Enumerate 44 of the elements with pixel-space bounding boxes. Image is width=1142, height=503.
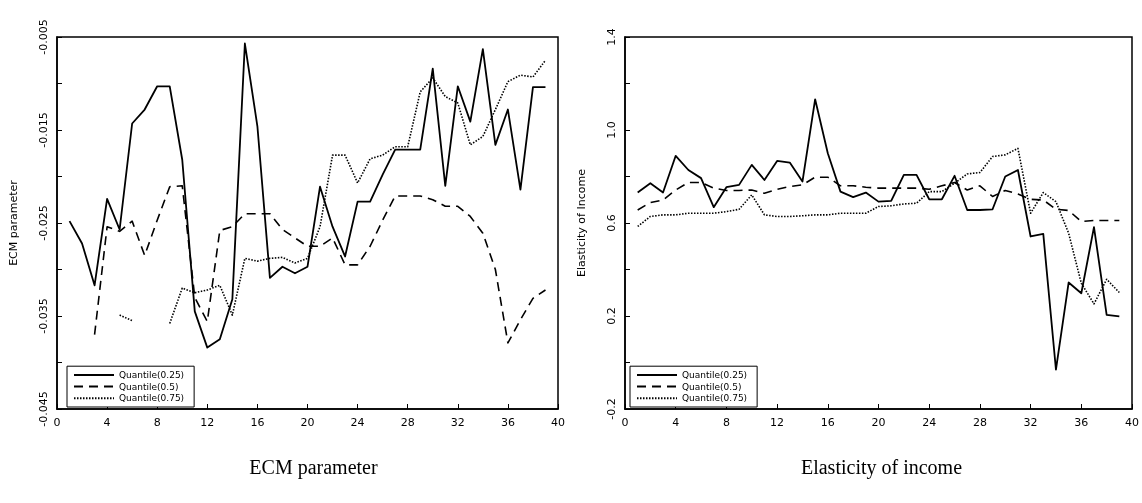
legend-label: Quantile(0.25) [119, 370, 185, 380]
text: ECM parameter [249, 456, 378, 479]
y-axis-title: ECM parameter [7, 179, 20, 266]
x-tick-label: 20 [871, 416, 886, 429]
x-tick-label: 4 [103, 416, 111, 429]
y-tick-label: 1.0 [605, 121, 618, 139]
x-tick-label: 8 [722, 416, 730, 429]
x-tick-label: 16 [250, 416, 265, 429]
x-tick-label: 32 [450, 416, 465, 429]
x-tick-label: 28 [972, 416, 987, 429]
x-tick-label: 40 [1125, 416, 1139, 429]
y-tick-label: -0.035 [37, 298, 50, 334]
legend-label: Quantile(0.75) [119, 393, 185, 404]
x-tick-label: 0 [621, 416, 629, 429]
text: Elasticity of income [800, 456, 963, 479]
x-tick-label: 16 [820, 416, 835, 429]
y-tick-label: -0.005 [37, 19, 50, 55]
y-tick-label: 0.6 [605, 214, 618, 232]
x-tick-label: 24 [922, 416, 937, 429]
x-tick-label: 12 [770, 416, 785, 429]
x-tick-label: 32 [1023, 416, 1038, 429]
x-tick-label: 40 [551, 416, 565, 429]
y-tick-label: -0.015 [37, 112, 50, 148]
x-tick-label: 36 [1074, 416, 1089, 429]
legend-label: Quantile(0.5) [682, 381, 742, 392]
x-tick-label: 12 [200, 416, 215, 429]
x-tick-label: 20 [300, 416, 315, 429]
legend-label: Quantile(0.25) [682, 370, 748, 380]
x-tick-label: 4 [672, 416, 680, 429]
line-series [636, 98, 1121, 371]
y-tick-label: -0.045 [37, 391, 50, 427]
x-tick-label: 8 [153, 416, 161, 429]
legend-label: Quantile(0.75) [682, 393, 748, 404]
y-tick-label: 1.4 [605, 28, 618, 46]
line-series [68, 42, 547, 349]
y-axis-title: Elasticity of Income [575, 168, 588, 277]
x-tick-label: 28 [400, 416, 415, 429]
y-tick-label: -0.025 [37, 205, 50, 241]
x-tick-label: 36 [500, 416, 515, 429]
x-tick-label: 24 [350, 416, 365, 429]
y-tick-label: 0.2 [605, 307, 618, 325]
x-tick-label: 0 [53, 416, 61, 429]
legend-label: Quantile(0.5) [119, 381, 179, 392]
y-tick-label: -0.2 [605, 398, 618, 420]
